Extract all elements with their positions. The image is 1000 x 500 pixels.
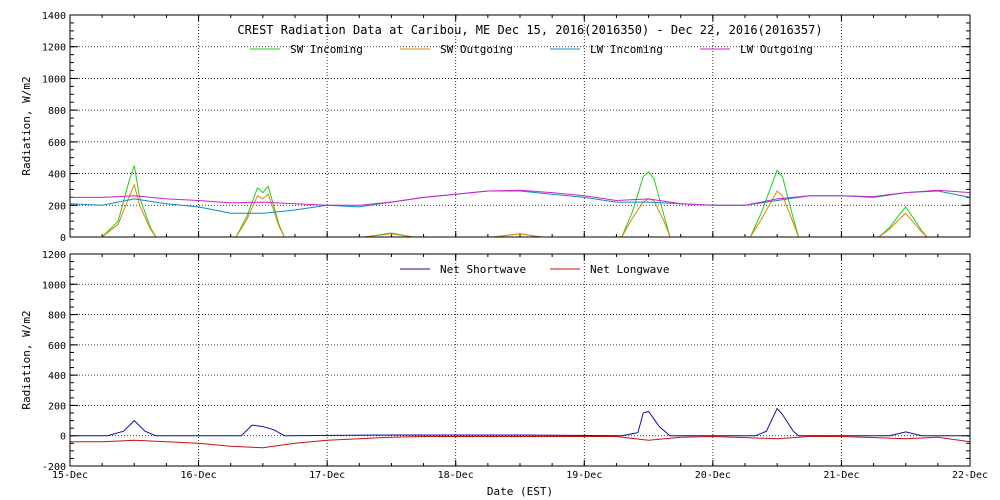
plot-frame <box>69 253 971 467</box>
y-tick-label: 1400 <box>42 11 66 22</box>
y-axis-title: Radiation, W/m2 <box>20 76 33 175</box>
bottom-panel: 15-Dec 16-Dec 17-Dec 18-Dec 19-Dec 20-Dec 21-D… <box>20 250 988 498</box>
series-line-net-shortwave <box>70 407 970 437</box>
y-tick-label: 600 <box>48 138 66 149</box>
y-tick-label: 0 <box>60 432 66 443</box>
legend-label: SW Outgoing <box>440 43 513 56</box>
y-tick-label: 200 <box>48 201 66 212</box>
y-tick-label: 1000 <box>42 280 66 291</box>
y-tick-label: 800 <box>48 106 66 117</box>
y-axis-title: Radiation, W/m2 <box>20 310 33 409</box>
y-tick-label: 1000 <box>42 74 66 85</box>
x-tick-label: 22-Dec <box>952 470 988 481</box>
x-tick-label: 19-Dec <box>566 470 602 481</box>
legend-label: Net Longwave <box>590 263 669 276</box>
y-tick-label: 200 <box>48 401 66 412</box>
y-tick-label: 400 <box>48 170 66 181</box>
chart-title: CREST Radiation Data at Caribou, ME Dec … <box>237 23 822 37</box>
plot-frame <box>69 14 971 238</box>
x-tick-label: 15-Dec <box>52 470 88 481</box>
y-tick-label: 400 <box>48 371 66 382</box>
x-tick-label: 16-Dec <box>181 470 217 481</box>
x-tick-label: 21-Dec <box>823 470 859 481</box>
y-tick-label: -200 <box>42 462 66 473</box>
series-line-net-longwave <box>70 435 971 449</box>
y-tick-label: 1200 <box>42 250 66 261</box>
y-tick-label: 1200 <box>42 43 66 54</box>
legend-label: SW Incoming <box>290 43 363 56</box>
legend-label: LW Incoming <box>590 43 663 56</box>
x-tick-label: 18-Dec <box>438 470 474 481</box>
y-tick-label: 0 <box>60 233 66 244</box>
y-tick-label: 800 <box>48 311 66 322</box>
x-tick-label: 17-Dec <box>309 470 345 481</box>
x-axis-title: Date (EST) <box>487 485 553 498</box>
x-tick-label: 20-Dec <box>695 470 731 481</box>
series-line-lw-outgoing <box>70 189 971 206</box>
legend-label: Net Shortwave <box>440 263 526 276</box>
y-tick-label: 600 <box>48 341 66 352</box>
legend-label: LW Outgoing <box>740 43 813 56</box>
top-panel: 0 200 400 600 800 1000 1200 1400 Radiation, W/m2… <box>20 11 971 244</box>
